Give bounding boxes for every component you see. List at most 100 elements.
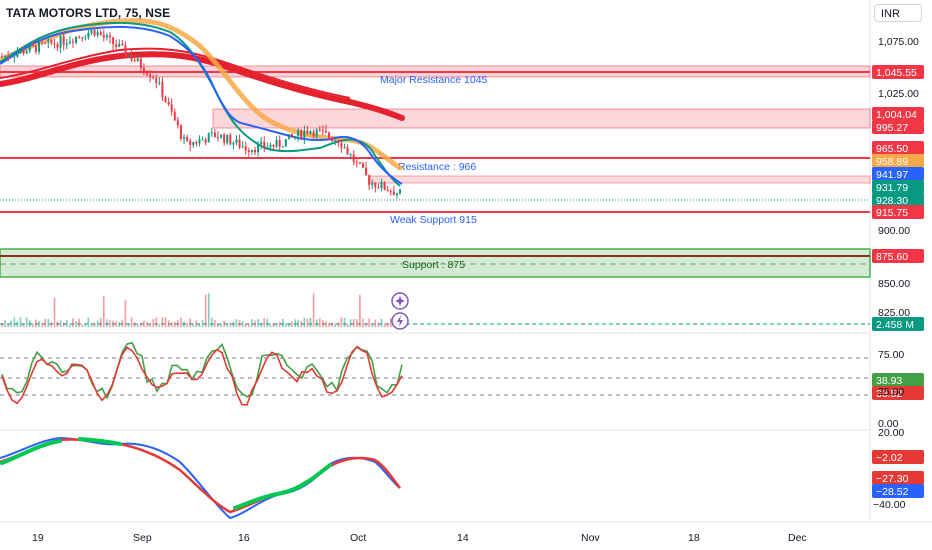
svg-text:941.97: 941.97 (876, 169, 908, 181)
volume-bar (337, 322, 340, 327)
candle (321, 125, 324, 136)
svg-text:38.93: 38.93 (876, 375, 902, 387)
candle (53, 38, 56, 49)
osc-tag: −27.30 (872, 471, 924, 485)
candle (19, 48, 22, 55)
currency-selector[interactable]: INR (874, 4, 922, 22)
support-label: Support : 875 (402, 259, 465, 271)
candle (368, 174, 371, 191)
time-label-16: 16 (238, 532, 250, 544)
volume-bar (207, 293, 210, 327)
candle (96, 29, 99, 38)
candle (99, 29, 102, 36)
volume-bar (155, 317, 158, 327)
volume-bar (72, 318, 74, 327)
candle (207, 132, 210, 143)
volume-bar (56, 321, 59, 327)
candle (81, 37, 84, 42)
candle (136, 55, 139, 62)
indicator-icon-1[interactable] (391, 292, 409, 310)
time-label-dec: Dec (788, 532, 807, 544)
volume-bar (251, 319, 253, 327)
candle (284, 139, 287, 147)
candle (257, 141, 260, 157)
candle (241, 141, 244, 149)
volume-bar (263, 318, 266, 327)
volume-bar (232, 321, 235, 327)
svg-text:1,045.55: 1,045.55 (876, 67, 917, 79)
candle (337, 139, 340, 147)
volume-bar (294, 319, 296, 327)
volume-bar (217, 323, 219, 327)
volume-bar (192, 323, 195, 327)
volume-bar (238, 320, 241, 327)
candle (213, 128, 216, 138)
volume-bar (65, 319, 68, 327)
volume-bar (106, 319, 108, 327)
volume-bar (368, 318, 370, 327)
volume-bar (291, 321, 293, 327)
candle (383, 181, 386, 191)
candle (47, 33, 50, 49)
volume-bar (226, 324, 229, 327)
candle (167, 97, 170, 106)
resistance-zone-1000 (212, 108, 871, 129)
candles (1, 28, 401, 199)
candle (374, 182, 377, 193)
candle (102, 29, 105, 42)
candle (16, 47, 19, 58)
volume-bar (133, 322, 136, 327)
volume-bar (371, 324, 374, 327)
volume-bar (96, 320, 99, 327)
candle (186, 134, 189, 143)
candle (44, 41, 47, 45)
svg-text:−28.52: −28.52 (876, 486, 909, 498)
volume-bar (173, 321, 176, 327)
volume-bar (112, 320, 114, 327)
volume-bar (167, 320, 170, 327)
volume-bar (352, 318, 355, 327)
osc-red-line (0, 438, 401, 514)
volume-bar (180, 317, 182, 327)
osc-tick-minus40: −40.00 (873, 499, 906, 511)
volume-bar (130, 317, 133, 327)
volume-bar (214, 319, 216, 327)
price-tag: 915.75 (872, 205, 924, 219)
symbol-title[interactable]: TATA MOTORS LTD, 75, NSE (6, 6, 171, 20)
volume-bar (183, 321, 185, 327)
candle (220, 134, 223, 139)
candle (232, 141, 235, 150)
time-label-sep: Sep (133, 532, 152, 544)
candle (210, 127, 213, 137)
stoch-k-line (1, 341, 403, 400)
price-tag: 1,004.04 (872, 107, 924, 121)
candle (176, 117, 179, 129)
volume-bar (248, 324, 250, 327)
price-tick-1025: 1,025.00 (878, 88, 919, 100)
stoch-tick-0: 0.00 (878, 418, 899, 430)
ema-long-line (0, 51, 405, 121)
support-zone (0, 248, 871, 278)
candle (13, 56, 16, 63)
volume-bar (127, 323, 130, 327)
volume-bar (75, 321, 77, 327)
volume-bar (99, 317, 102, 327)
candle (263, 136, 266, 152)
candle (93, 29, 96, 37)
candle (34, 45, 37, 55)
lightning-icon[interactable] (391, 312, 409, 330)
candle (281, 145, 284, 148)
volume-bar (87, 317, 90, 327)
candle (303, 125, 306, 144)
candle (158, 77, 161, 86)
stoch-tag: 33.52 (872, 386, 924, 400)
candle (56, 41, 59, 52)
candle (170, 98, 173, 116)
svg-text:915.75: 915.75 (876, 207, 908, 219)
candle (183, 134, 186, 145)
time-label-14: 14 (457, 532, 469, 544)
candle (278, 135, 281, 151)
candle (204, 137, 207, 146)
volume-bar (177, 320, 179, 327)
